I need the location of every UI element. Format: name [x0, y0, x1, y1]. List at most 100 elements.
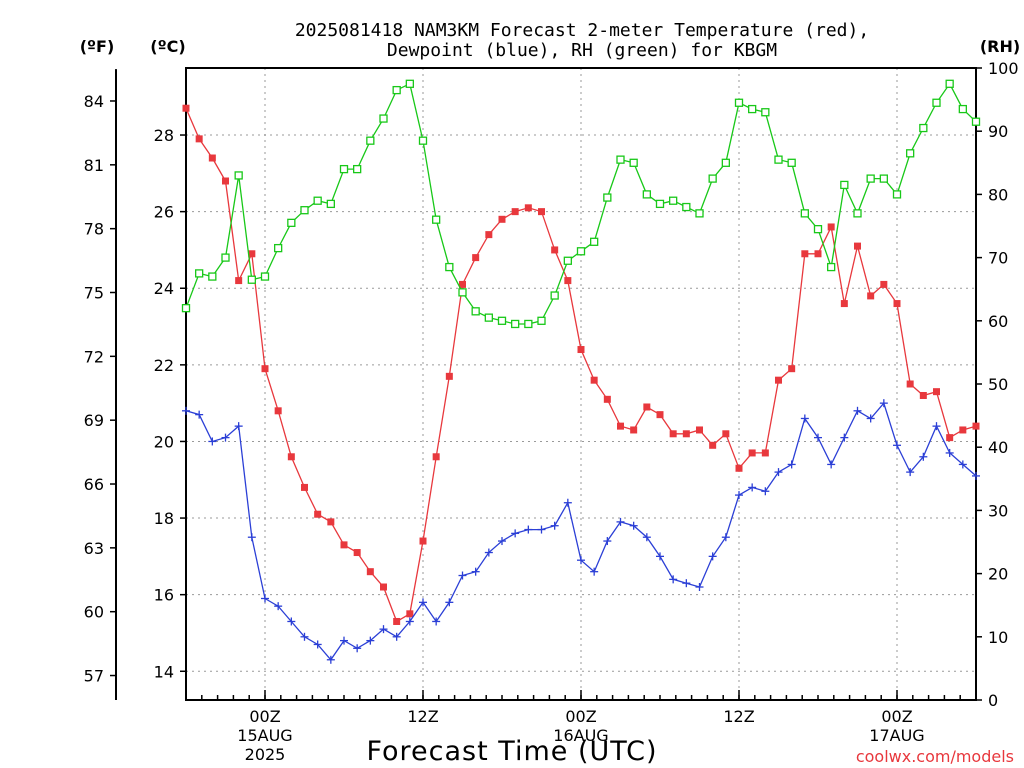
dewpoint-point	[432, 617, 441, 626]
rh-point	[432, 215, 441, 224]
dewpoint-point	[906, 468, 915, 477]
rh-point	[366, 136, 375, 145]
temperature-point	[551, 246, 559, 254]
temperature-point	[590, 376, 598, 384]
temperature-point	[564, 277, 572, 285]
rh-point	[866, 174, 875, 183]
dewpoint-point	[208, 437, 217, 446]
temperature-point	[893, 300, 901, 308]
dewpoint-point	[445, 598, 454, 607]
rh-tick-label: 60	[988, 312, 1008, 331]
dewpoint-point	[735, 491, 743, 500]
dewpoint-point	[392, 632, 401, 641]
temperature-point	[906, 380, 914, 388]
temperature-point	[827, 223, 835, 231]
rh-point	[181, 304, 191, 313]
temperature-point	[735, 464, 743, 472]
temperature-point	[485, 231, 493, 239]
x-tick-year: 2025	[245, 745, 286, 764]
rh-point	[418, 136, 428, 145]
rh-point	[906, 149, 915, 158]
dewpoint-point	[484, 548, 493, 557]
grid-lines	[186, 68, 976, 700]
x-tick-time: 00Z	[565, 707, 596, 726]
temperature-point	[643, 403, 651, 411]
rh-tick-label: 90	[988, 122, 1008, 141]
celsius-tick-label: 26	[154, 203, 174, 222]
dewpoint-point	[471, 567, 480, 576]
temperature-point	[366, 568, 374, 576]
dewpoint-point	[708, 552, 717, 561]
fahrenheit-tick-label: 72	[84, 347, 104, 366]
temperature-point	[761, 449, 769, 457]
series-layer	[181, 79, 981, 664]
temperature-point	[182, 104, 190, 112]
dewpoint-point	[182, 406, 190, 415]
rh-point	[537, 316, 546, 325]
rh-point	[550, 291, 559, 300]
rh-point	[445, 262, 454, 272]
dewpoint-point	[287, 617, 296, 626]
dewpoint-point	[419, 598, 427, 607]
rh-tick-label: 50	[988, 375, 1008, 394]
celsius-tick-label: 14	[154, 662, 174, 681]
temperature-point	[617, 422, 624, 430]
rh-tick-label: 40	[988, 438, 1008, 457]
rh-point	[813, 225, 823, 234]
dewpoint-point	[550, 521, 559, 530]
rh-point	[300, 206, 309, 215]
rh-point	[669, 196, 678, 205]
dewpoint-point	[656, 552, 664, 561]
temperature-point	[327, 518, 335, 526]
rh-point	[234, 171, 243, 180]
dewpoint-point	[879, 399, 888, 408]
temperature-point	[854, 242, 861, 250]
rh-point	[287, 218, 296, 227]
dewpoint-point	[379, 625, 388, 634]
rh-point	[958, 104, 967, 114]
temperature-point	[472, 254, 480, 262]
x-tick-time: 12Z	[407, 707, 438, 726]
dewpoint-point	[563, 498, 572, 507]
rh-tick-label: 20	[988, 565, 1008, 584]
dewpoint-point	[405, 617, 414, 626]
temperature-point	[261, 365, 269, 373]
fahrenheit-tick-label: 57	[84, 667, 104, 686]
temperature-point	[235, 277, 243, 285]
dewpoint-point	[261, 594, 269, 603]
rh-point	[761, 108, 770, 117]
rh-point	[260, 272, 270, 281]
dewpoint-point	[326, 655, 335, 664]
x-tick-date: 16AUG	[553, 726, 608, 745]
temperature-point	[340, 541, 348, 549]
temperature-point	[880, 280, 888, 288]
x-tick-time: 12Z	[723, 707, 754, 726]
temperature-point	[208, 154, 216, 162]
dewpoint-point	[274, 602, 283, 611]
temperature-point	[867, 292, 875, 300]
rh-point	[313, 196, 322, 205]
dewpoint-point	[642, 533, 651, 542]
dewpoint-point	[695, 583, 704, 592]
dewpoint-point	[814, 433, 822, 442]
x-tick-time: 00Z	[249, 707, 280, 726]
dewpoint-point	[761, 487, 770, 496]
dewpoint-point	[511, 529, 520, 538]
temperature-point	[814, 250, 822, 258]
temperature-point	[972, 422, 980, 430]
temperature-point	[682, 430, 690, 438]
rh-point	[208, 272, 217, 281]
temperature-point	[919, 391, 927, 399]
rh-point	[840, 180, 849, 190]
rh-point	[195, 269, 204, 278]
temperature-point	[669, 430, 677, 438]
temperature-point	[748, 449, 756, 457]
rh-point	[576, 247, 586, 256]
temperature-point	[406, 610, 414, 618]
dewpoint-point	[498, 537, 506, 546]
fahrenheit-tick-label: 75	[84, 283, 104, 302]
rh-point	[590, 237, 599, 246]
fahrenheit-tick-label: 81	[84, 156, 104, 175]
fahrenheit-tick-label: 66	[84, 475, 104, 494]
